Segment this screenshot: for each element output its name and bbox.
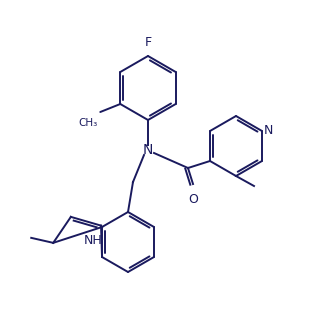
Text: F: F xyxy=(144,36,152,49)
Text: CH₃: CH₃ xyxy=(78,118,97,128)
Text: NH: NH xyxy=(84,234,102,247)
Text: O: O xyxy=(188,193,198,206)
Text: N: N xyxy=(143,143,153,157)
Text: N: N xyxy=(263,124,273,137)
